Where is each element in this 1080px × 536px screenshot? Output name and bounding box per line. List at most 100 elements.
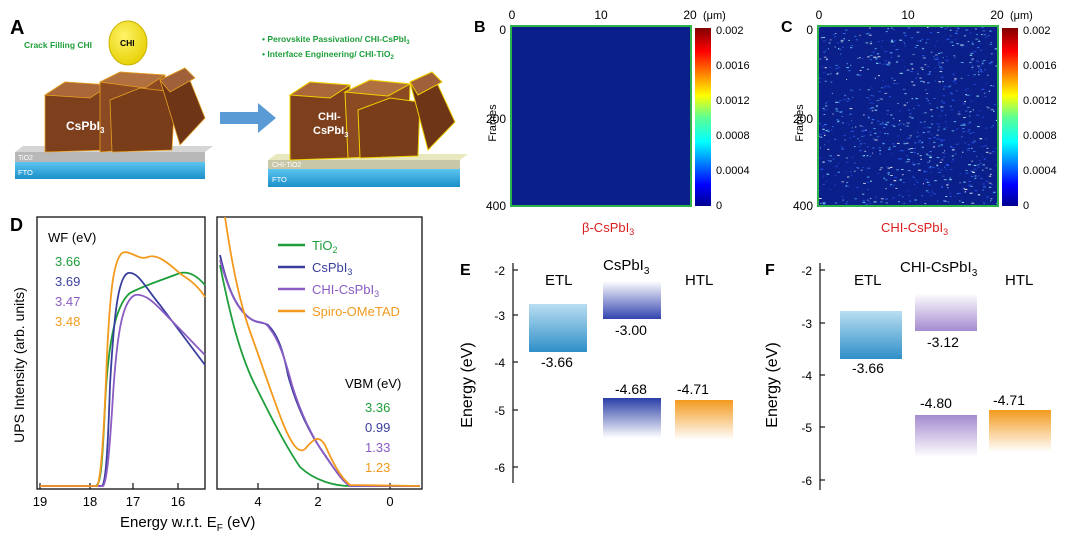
- right-crystal-label-line1: CHI-: [318, 111, 341, 123]
- f-chi-cb: [915, 293, 977, 331]
- d-right-tick-0: 0: [386, 494, 393, 509]
- d-left-tick-17: 17: [126, 494, 140, 509]
- d-right-curves: [219, 216, 421, 487]
- chi-tio2-label: CHI-TiO2: [272, 162, 301, 169]
- f-etl-value: -3.66: [852, 360, 884, 376]
- fto-layer-right: [268, 169, 460, 187]
- e-ytick-n3: -3: [494, 309, 505, 323]
- tio2-layer: [15, 152, 205, 162]
- right-crystal-cluster: [288, 71, 456, 161]
- wf-title: WF (eV): [48, 230, 96, 245]
- left-crystal-label: CsPbI3: [66, 119, 105, 135]
- b-cb-tick-0: 0.002: [716, 25, 744, 37]
- crack-filling-label: Crack Filling CHI: [24, 40, 92, 50]
- e-ytick-n6: -6: [494, 461, 505, 475]
- f-y-label: Energy (eV): [764, 342, 781, 427]
- f-ytick-n3: -3: [801, 317, 812, 331]
- panel-f-letter: F: [765, 262, 775, 279]
- b-cb-tick-5: 0: [716, 200, 722, 212]
- vbm-value-spiro: 1.23: [365, 460, 390, 475]
- panel-a: A Crack Filling CHI CHI TiO2 FTO CsPbI3 …: [10, 17, 468, 187]
- b-cb-tick-4: 0.0004: [716, 165, 750, 177]
- f-etl-band: [840, 311, 902, 359]
- e-mid-label: CsPbI3: [603, 257, 650, 277]
- bullet-2: • Interface Engineering/ CHI-TiO2: [262, 49, 394, 61]
- e-cspbi3-cb: [603, 281, 661, 319]
- c-colorbar: [1002, 28, 1018, 206]
- bullet-1: • Perovskite Passivation/ CHI-CsPbI3: [262, 34, 410, 46]
- e-etl-value: -3.66: [541, 354, 573, 370]
- b-ytick-200: 200: [486, 112, 506, 126]
- e-cspbi3-vb: [603, 398, 661, 438]
- e-cb-value: -3.00: [615, 322, 647, 338]
- b-cb-tick-1: 0.0016: [716, 60, 750, 72]
- vbm-value-chi: 1.33: [365, 440, 390, 455]
- d-curve-tio2-right: [219, 264, 420, 487]
- b-cb-tick-2: 0.0012: [716, 95, 750, 107]
- b-y-label: Frames: [487, 104, 499, 142]
- fto-label: FTO: [18, 168, 33, 177]
- legend-tio2: TiO2: [312, 238, 337, 255]
- d-curve-chi-left: [40, 293, 206, 487]
- c-x-unit: (μm): [1010, 10, 1033, 22]
- c-cb-tick-5: 0: [1023, 200, 1029, 212]
- f-ytick-n4: -4: [801, 369, 812, 383]
- chi-label: CHI: [120, 38, 135, 48]
- d-legend: TiO2 CsPbI3 CHI-CsPbI3 Spiro-OMeTAD: [278, 238, 400, 319]
- d-y-label: UPS Intensity (arb. units): [11, 287, 27, 443]
- panel-d: D UPS Intensity (arb. units) 19 18 17 16…: [10, 215, 423, 534]
- d-right-tick-4: 4: [254, 494, 261, 509]
- panel-b: B 0 10 20 (μm) Frames 0 200 400 0.002 0.…: [474, 8, 750, 237]
- b-xtick-0: 0: [509, 8, 516, 22]
- b-ytick-400: 400: [486, 199, 506, 213]
- f-cb-value: -3.12: [927, 334, 959, 350]
- f-htl-band: [989, 410, 1051, 452]
- c-heatmap-frame: [817, 25, 999, 207]
- d-left-tick-19: 19: [33, 494, 47, 509]
- vbm-title: VBM (eV): [345, 376, 401, 391]
- f-ytick-n2: -2: [801, 264, 812, 278]
- e-htl-label: HTL: [685, 272, 713, 289]
- d-x-label: Energy w.r.t. EF (eV): [120, 514, 255, 534]
- tio2-label: TiO2: [18, 155, 33, 162]
- wf-value-chi: 3.47: [55, 294, 80, 309]
- c-cb-tick-4: 0.0004: [1023, 165, 1057, 177]
- f-vb-value: -4.80: [920, 395, 952, 411]
- c-cb-tick-0: 0.002: [1023, 25, 1051, 37]
- panel-e: E Energy (eV) -2 -3 -4 -5 -6 ETL CsPbI3 …: [459, 257, 733, 483]
- e-vb-value: -4.68: [615, 381, 647, 397]
- c-heatmap-noise: [818, 26, 999, 205]
- f-chi-vb: [915, 415, 977, 457]
- c-ytick-400: 400: [793, 199, 813, 213]
- d-left-tick-18: 18: [83, 494, 97, 509]
- legend-spiro: Spiro-OMeTAD: [312, 304, 400, 319]
- e-htl-band: [675, 400, 733, 440]
- f-htl-label: HTL: [1005, 272, 1033, 289]
- b-heatmap: [510, 25, 692, 207]
- b-colorbar: [695, 28, 711, 206]
- c-xtick-20: 20: [990, 8, 1004, 22]
- e-ytick-n5: -5: [494, 404, 505, 418]
- e-y-label: Energy (eV): [459, 342, 476, 427]
- b-xtick-20: 20: [683, 8, 697, 22]
- panel-c-letter: C: [781, 19, 793, 36]
- d-left-tick-16: 16: [171, 494, 185, 509]
- wf-value-spiro: 3.48: [55, 314, 80, 329]
- wf-value-cspbi3: 3.69: [55, 274, 80, 289]
- c-ytick-0: 0: [806, 23, 813, 37]
- panel-f: F Energy (eV) -2 -3 -4 -5 -6 ETL CHI-CsP…: [764, 259, 1051, 490]
- c-caption: CHI-CsPbI3: [881, 220, 948, 237]
- d-curve-spiro-left: [40, 251, 206, 487]
- panel-a-letter: A: [10, 17, 24, 39]
- transform-arrow-icon: [220, 103, 276, 133]
- legend-chi: CHI-CsPbI3: [312, 282, 379, 299]
- legend-cspbi3: CsPbI3: [312, 260, 352, 277]
- c-xtick-0: 0: [816, 8, 823, 22]
- wf-value-tio2: 3.66: [55, 254, 80, 269]
- b-ytick-0: 0: [499, 23, 506, 37]
- left-crystal-cluster: [43, 67, 206, 153]
- e-ytick-n2: -2: [494, 264, 505, 278]
- panel-d-letter: D: [10, 215, 23, 235]
- c-cb-tick-1: 0.0016: [1023, 60, 1057, 72]
- right-crystal-label-line2: CsPbI3: [313, 125, 348, 139]
